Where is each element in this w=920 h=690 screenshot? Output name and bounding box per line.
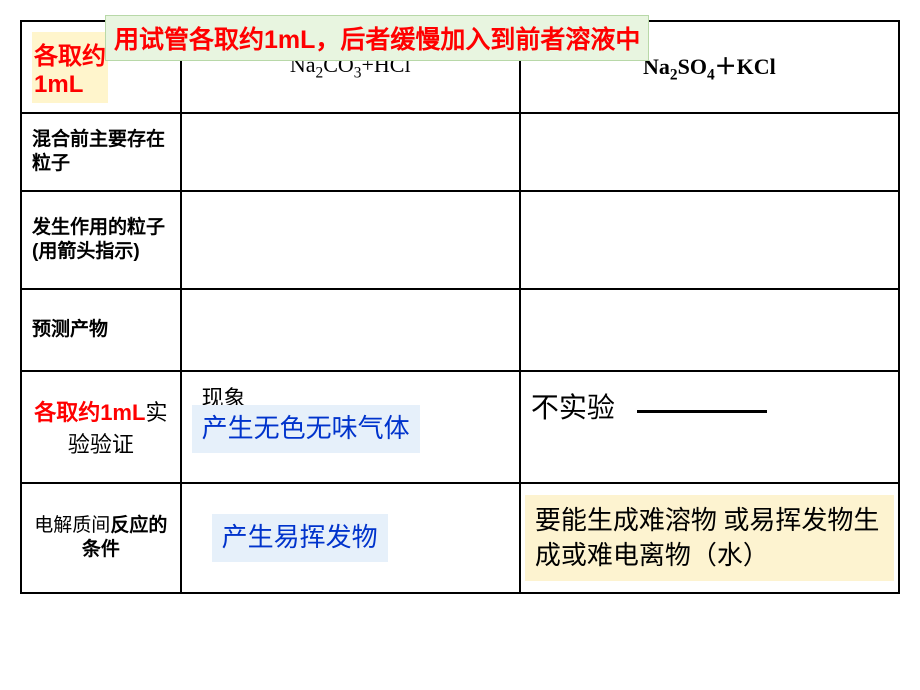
experiment-verify-col3: 不实验 [520, 371, 899, 483]
blank-underline [637, 410, 767, 413]
reacting-particles-col3 [520, 191, 899, 289]
predicted-product-col3 [520, 289, 899, 371]
no-experiment-text: 不实验 [531, 393, 615, 424]
gas-observation: 产生无色无味气体 [192, 405, 420, 452]
experiment-verify-label: 各取约1mL实验验证 [21, 371, 181, 483]
predicted-product-label: 预测产物 [21, 289, 181, 371]
formula-na2so4-kcl: Na2SO4＋KCl [643, 54, 776, 79]
reaction-condition-label: 电解质间反应的条件 [21, 483, 181, 593]
particles-before-col3 [520, 113, 899, 191]
predicted-product-col2 [181, 289, 520, 371]
instruction-banner: 用试管各取约1mL，后者缓慢加入到前者溶液中 [105, 15, 649, 61]
reacting-particles-label: 发生作用的粒子(用箭头指示) [21, 191, 181, 289]
experiment-table: 各取约 1mL Na2CO3+HCl Na2SO4＋KCl 混合前主要存在粒子 … [20, 20, 900, 594]
particles-before-label: 混合前主要存在粒子 [21, 113, 181, 191]
experiment-verify-col2: 现象 产生无色无味气体 [181, 371, 520, 483]
sample-amount-label: 各取约 1mL [32, 32, 108, 103]
reacting-particles-col2 [181, 191, 520, 289]
reaction-condition-col2: 产生易挥发物 [181, 483, 520, 593]
volatile-product-text: 产生易挥发物 [212, 514, 388, 561]
condition-summary-box: 要能生成难溶物 或易挥发物生成或难电离物（水） [525, 495, 894, 581]
particles-before-col2 [181, 113, 520, 191]
reaction-condition-col3: 要能生成难溶物 或易挥发物生成或难电离物（水） [520, 483, 899, 593]
